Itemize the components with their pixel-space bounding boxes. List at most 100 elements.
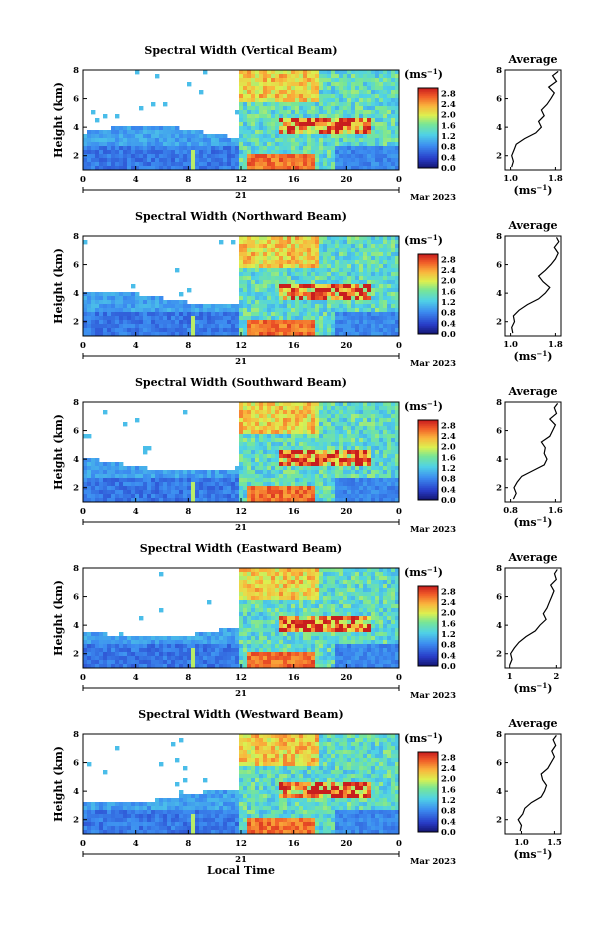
heatmap-cell <box>167 652 172 657</box>
heatmap-cell <box>339 102 344 107</box>
heatmap-cell <box>147 470 152 475</box>
heatmap-cell <box>267 664 272 669</box>
heatmap-cell <box>291 418 296 423</box>
heatmap-cell <box>351 236 356 241</box>
heatmap-cell <box>387 106 392 111</box>
heatmap-cell <box>347 142 352 147</box>
heatmap-cell <box>255 94 260 99</box>
heatmap-cell <box>199 652 204 657</box>
heatmap-cell <box>279 126 284 131</box>
heatmap-cell <box>375 78 380 83</box>
heatmap-cell <box>307 418 312 423</box>
heatmap-cell <box>151 486 156 491</box>
heatmap-cell <box>391 462 396 467</box>
heatmap-cell <box>391 138 396 143</box>
heatmap-cell <box>339 264 344 269</box>
heatmap-cell <box>259 320 264 325</box>
heatmap-cell <box>315 86 320 91</box>
heatmap-cell <box>323 122 328 127</box>
heatmap-cell <box>239 592 244 597</box>
heatmap-cell <box>367 138 372 143</box>
heatmap-cell <box>187 308 192 313</box>
heatmap-cell <box>299 430 304 435</box>
heatmap-cell <box>251 588 256 593</box>
heatmap-cell <box>291 244 296 249</box>
heatmap-cell <box>279 284 284 289</box>
heatmap-cell <box>279 122 284 127</box>
heatmap-cell <box>235 166 240 171</box>
heatmap-cell <box>143 660 148 665</box>
heatmap-cell <box>279 86 284 91</box>
heatmap-cell <box>95 498 100 503</box>
heatmap-cell <box>395 454 400 459</box>
heatmap-cell <box>259 324 264 329</box>
heatmap-cell <box>135 312 140 317</box>
heatmap-cell <box>239 466 244 471</box>
colorbar-segment <box>418 134 438 137</box>
heatmap-cell <box>303 332 308 337</box>
heatmap-cell <box>171 644 176 649</box>
heatmap-cell <box>271 90 276 95</box>
heatmap-cell <box>363 90 368 95</box>
heatmap-cell <box>115 150 120 155</box>
heatmap-cell <box>263 656 268 661</box>
heatmap-cell <box>343 490 348 495</box>
heatmap-cell <box>231 332 236 337</box>
heatmap-cell <box>283 430 288 435</box>
heatmap-cell <box>91 328 96 333</box>
heatmap-cell <box>311 260 316 265</box>
heatmap-cell <box>355 130 360 135</box>
heatmap-cell <box>259 118 264 123</box>
heatmap-cell <box>139 486 144 491</box>
heatmap-cell <box>307 110 312 115</box>
heatmap-cell <box>267 486 272 491</box>
heatmap-cell <box>111 146 116 151</box>
heatmap-cell <box>243 652 248 657</box>
heatmap-cell <box>359 248 364 253</box>
heatmap-cell <box>387 414 392 419</box>
heatmap-cell <box>367 252 372 257</box>
heatmap-cell <box>255 454 260 459</box>
heatmap-cell <box>195 636 200 641</box>
heatmap-cell <box>315 102 320 107</box>
heatmap-cell <box>347 304 352 309</box>
heatmap-cell <box>99 166 104 171</box>
heatmap-cell <box>323 426 328 431</box>
heatmap-cell <box>123 328 128 333</box>
heatmap-cell <box>363 150 368 155</box>
heatmap-cell <box>151 474 156 479</box>
heatmap-cell <box>259 620 264 625</box>
heatmap-cell <box>347 110 352 115</box>
heatmap-cell <box>187 158 192 163</box>
heatmap-cell <box>143 490 148 495</box>
heatmap-cell <box>111 150 116 155</box>
x-tick-label: 0 <box>396 341 402 351</box>
heatmap-cell <box>135 142 140 147</box>
heatmap-cell <box>315 478 320 483</box>
heatmap-cell <box>331 74 336 79</box>
heatmap-cell <box>307 332 312 337</box>
heatmap-cell <box>327 146 332 151</box>
heatmap-cell <box>91 316 96 321</box>
x-tick-label: 16 <box>288 507 300 517</box>
heatmap-cell <box>279 454 284 459</box>
heatmap-cell <box>103 636 108 641</box>
average-title: Average <box>507 53 557 66</box>
heatmap-cell <box>367 134 372 139</box>
heatmap-cell <box>239 636 244 641</box>
heatmap-cell <box>167 158 172 163</box>
heatmap-cell <box>179 304 184 309</box>
heatmap-cell <box>267 260 272 265</box>
heatmap-cell <box>363 486 368 491</box>
heatmap-cell <box>171 324 176 329</box>
heatmap-cell <box>199 312 204 317</box>
heatmap-cell <box>355 328 360 333</box>
heatmap-cell <box>219 240 224 245</box>
heatmap-cell <box>247 260 252 265</box>
colorbar-segment <box>418 302 438 305</box>
colorbar-segment <box>418 322 438 325</box>
heatmap-cell <box>231 652 236 657</box>
heatmap-cell <box>379 236 384 241</box>
heatmap-cell <box>243 272 248 277</box>
heatmap-cell <box>383 142 388 147</box>
